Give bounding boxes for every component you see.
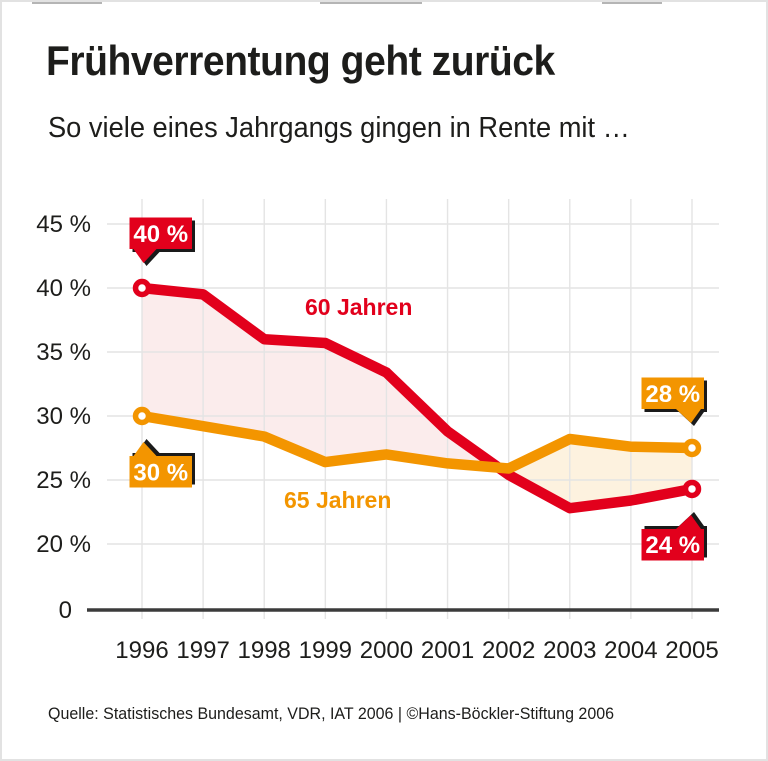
y-tick-label: 20 % (36, 531, 91, 558)
y-tick-label: 45 % (36, 211, 91, 238)
x-tick-label: 2000 (360, 637, 413, 664)
endpoint-marker (132, 406, 152, 426)
page-subtitle: So viele eines Jahrgangs gingen in Rente… (48, 112, 630, 144)
y-tick-label: 35 % (36, 339, 91, 366)
top-edge-artifact (32, 2, 102, 4)
endpoint-marker (682, 438, 702, 458)
series-line-60 (136, 282, 698, 514)
value-badge (641, 515, 704, 561)
x-tick-label: 2005 (665, 637, 718, 664)
series-band-fill (142, 288, 499, 468)
x-tick-label: 1998 (238, 637, 291, 664)
value-badge (129, 442, 192, 488)
top-edge-artifact (320, 2, 422, 4)
series-label-65-jahren: 65 Jahren (284, 487, 391, 513)
x-tick-label: 2001 (421, 637, 474, 664)
y-tick-label: 30 % (36, 403, 91, 430)
y-tick-label: 25 % (36, 467, 91, 494)
y-tick-label: 40 % (36, 275, 91, 302)
x-tick-label: 2003 (543, 637, 596, 664)
retirement-line-chart: 60 Jahren 65 Jahren 45 % 40 % 35 % 30 % 25 % 20… (36, 199, 719, 664)
endpoint-marker (682, 479, 702, 499)
endpoint-marker (132, 278, 152, 298)
x-tick-label: 2002 (482, 637, 535, 664)
source-attribution: Quelle: Statistisches Bundesamt, VDR, IA… (48, 705, 615, 723)
value-badge-label: 30 % (133, 459, 188, 486)
value-badge-label: 40 % (133, 221, 188, 248)
x-tick-label: 1997 (176, 637, 229, 664)
x-tick-label: 2004 (604, 637, 657, 664)
value-badge-label: 28 % (645, 381, 700, 408)
x-tick-label: 1996 (115, 637, 168, 664)
top-edge-artifact (602, 2, 662, 4)
page-title: Frühverrentung geht zurück (46, 37, 555, 84)
x-tick-label: 1999 (299, 637, 352, 664)
series-label-60-jahren: 60 Jahren (305, 294, 412, 320)
value-badge-label: 24 % (645, 532, 700, 559)
value-badge (129, 217, 192, 263)
series-line-65 (136, 410, 698, 474)
value-badge (641, 377, 704, 423)
y-zero-label: 0 (59, 597, 72, 624)
